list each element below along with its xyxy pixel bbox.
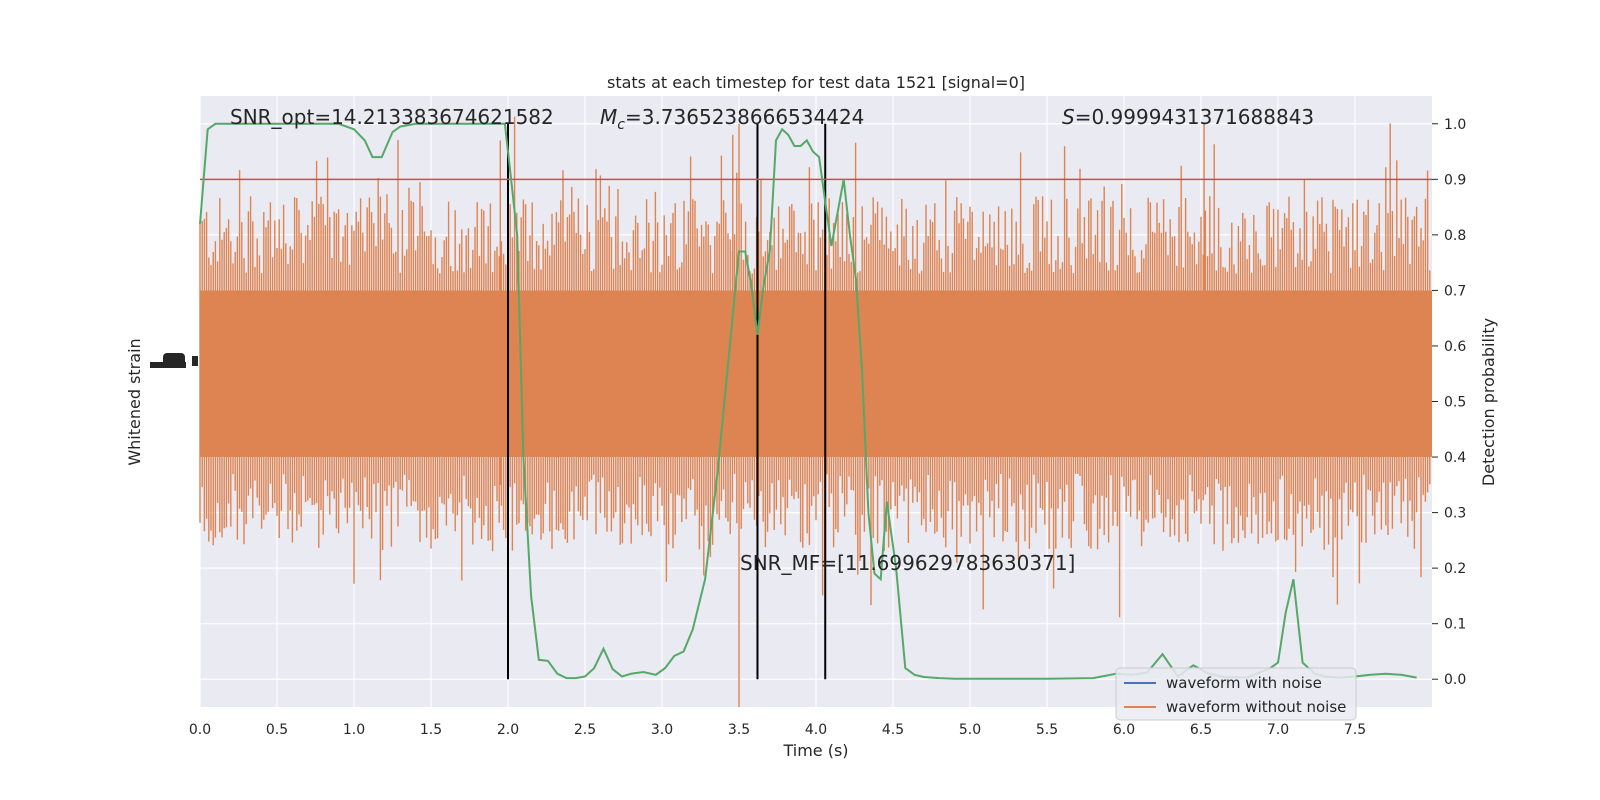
left-axis-overlapping-ticks [150,353,198,368]
x-tick-label: 6.0 [1113,722,1135,738]
x-tick-label: 2.5 [574,722,596,738]
legend: waveform with noise waveform without noi… [1115,667,1357,721]
right-tick-label: 1.0 [1444,117,1466,133]
legend-box [1115,667,1357,721]
x-tick-label: 2.0 [497,722,519,738]
right-axis-ticks: 0.0 0.1 0.2 0.3 0.4 0.5 0.6 0.7 0.8 0.9 1.0 [1432,117,1466,688]
chart-title: stats at each timestep for test data 152… [607,73,1025,92]
right-tick-label: 0.1 [1444,617,1466,633]
annotation-chirp-mass: Mc=3.7365238666534424 [600,105,864,133]
x-tick-label: 4.5 [882,722,904,738]
legend-label-with-noise: waveform with noise [1166,674,1322,692]
x-tick-label: 4.0 [805,722,827,738]
annotation-snr-opt: SNR_opt=14.213383674621582 [230,105,554,129]
right-tick-label: 0.9 [1444,172,1466,188]
vertical-markers [507,123,827,680]
x-tick-label: 6.5 [1190,722,1212,738]
x-tick-label: 5.5 [1036,722,1058,738]
annotation-snr-mf: SNR_MF=[11.699629783630371] [740,551,1075,575]
x-tick-label: 0.5 [266,722,288,738]
left-axis-label: Whitened strain [125,338,144,465]
strain-spikes [199,116,1431,707]
x-tick-label: 0.0 [189,722,211,738]
annotation-score: S=0.9999431371688843 [1062,105,1314,129]
right-tick-label: 0.6 [1444,339,1466,355]
x-tick-label: 7.5 [1344,722,1366,738]
right-tick-label: 0.7 [1444,283,1466,299]
x-tick-label: 1.5 [420,722,442,738]
x-tick-label: 3.5 [728,722,750,738]
waveform-without-noise-line [199,116,1432,707]
x-tick-label: 7.0 [1267,722,1289,738]
x-tick-label: 1.0 [343,722,365,738]
x-axis-label: Time (s) [782,741,848,760]
right-tick-label: 0.0 [1444,672,1466,688]
right-tick-label: 0.8 [1444,228,1466,244]
right-axis-label: Detection probability [1479,318,1498,486]
right-tick-label: 0.5 [1444,395,1466,411]
x-tick-label: 5.0 [959,722,981,738]
right-tick-label: 0.2 [1444,561,1466,577]
right-tick-label: 0.4 [1444,450,1466,466]
x-tick-label: 3.0 [651,722,673,738]
right-tick-label: 0.3 [1444,506,1466,522]
legend-label-without-noise: waveform without noise [1166,698,1346,716]
x-axis-ticks: 0.0 0.5 1.0 1.5 2.0 2.5 3.0 3.5 4.0 4.5 5.0 5.5 6.0 6… [189,722,1366,738]
